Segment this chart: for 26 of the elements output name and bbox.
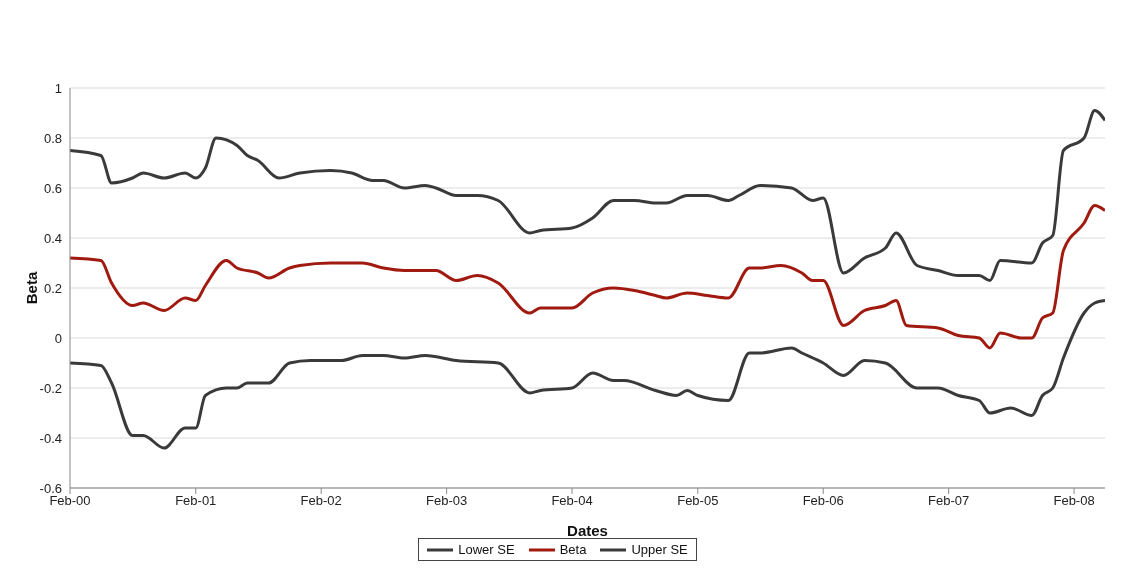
x-tick-label: Feb-02 [300,493,342,509]
y-tick-label: 0.6 [43,180,62,196]
y-tick-label: 0.4 [43,230,62,246]
y-tick-label: -0.4 [39,430,62,446]
x-tick-label: Feb-01 [175,493,217,509]
line-series [70,204,1105,350]
x-tick-label: Feb-05 [677,493,719,509]
x-tick-label: Feb-00 [49,493,91,509]
y-tick-label: 0.2 [43,280,62,296]
x-axis-title: Dates [567,522,608,539]
x-tick-label: Feb-04 [551,493,593,509]
legend-label: Lower SE [458,542,515,557]
legend-label: Upper SE [631,542,688,557]
x-tick-label: Feb-06 [802,493,844,509]
line-series [70,299,1105,450]
y-tick-label: 0 [54,330,62,346]
x-tick-label: Feb-07 [928,493,970,509]
legend-label: Beta [559,542,587,557]
y-tick-label: 0.8 [43,130,62,146]
line-series [70,109,1105,282]
y-tick-label: -0.2 [39,380,62,396]
y-tick-label: -0.6 [39,480,62,496]
x-tick-label: Feb-03 [426,493,468,509]
y-axis-title: Beta [23,271,41,305]
y-tick-label: 1 [54,80,62,96]
x-tick-label: Feb-08 [1053,493,1095,509]
